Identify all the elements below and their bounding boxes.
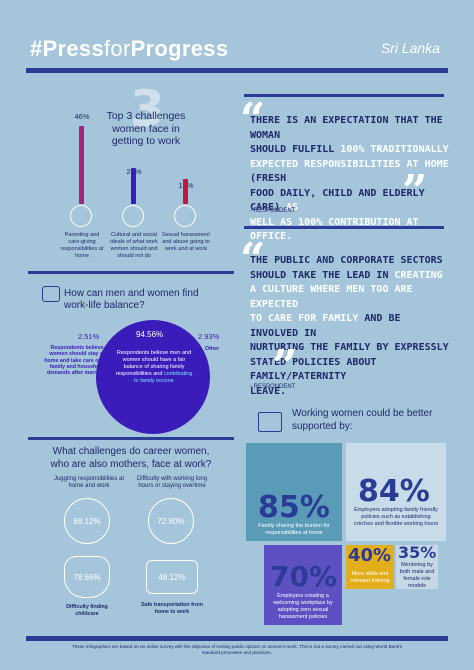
support-box-35: 35% Mentoring by both male and female ro…: [396, 545, 438, 589]
woman-icon: [122, 205, 144, 227]
challenges-big-number: 3: [130, 80, 165, 138]
quote2-line: stated policies about family/paternity: [250, 356, 450, 385]
support-box-70: 70% Employers creating a welcoming workp…: [264, 545, 342, 625]
support-85-text: Family sharing the burden for responsibi…: [258, 523, 330, 536]
stroller-icon: 78.66%: [64, 556, 110, 598]
quote2-segment: should take the lead in: [250, 269, 395, 281]
balance-circle: [96, 320, 210, 434]
quote1-line: There is an expectation that the woman: [250, 114, 450, 143]
quote2-line: nurturing the family by expressly: [250, 341, 450, 356]
quote2-line: to care for family and be involved in: [250, 312, 450, 341]
balance-left-pct: 2.51%: [78, 332, 100, 341]
close-quote-icon-2: ”: [272, 341, 298, 392]
juggling-icon: 89.12%: [64, 498, 110, 544]
quote1-segment: food daily, child and elderly care): [250, 187, 425, 214]
header-divider: [26, 68, 448, 73]
quote2-segment: to care for family: [250, 313, 359, 324]
quote1-segment: (fresh: [250, 173, 287, 184]
challenge-2-bar: [131, 168, 136, 204]
quote-1-attribution: - RESPONDENT: [250, 208, 296, 214]
footer-divider: [26, 636, 448, 641]
mothers-item-4-value: 48.12%: [158, 572, 186, 582]
challenge-2-label: Cultural and social ideals of what work …: [110, 232, 158, 259]
balance-question: How can men and women find work-life bal…: [64, 288, 199, 311]
quote1-segment: should fulfill: [250, 144, 341, 155]
challenge-1: 46%: [64, 112, 100, 121]
challenges-title: Top 3 challenges women face in getting t…: [106, 110, 186, 148]
support-40-pct: 40%: [348, 545, 392, 566]
quote-2-attribution: - RESPONDENT: [250, 384, 296, 390]
mothers-top-line: [28, 437, 234, 440]
balance-right-pct: 2.93%: [198, 332, 220, 341]
desk-icon: [258, 412, 282, 432]
challenge-3-bar: [183, 178, 188, 204]
balance-left-text: Respondents believe women should stay at…: [44, 345, 110, 377]
balance-center-text: Respondents believe men and women should…: [115, 350, 193, 384]
support-70-text: Employers creating a welcoming workplace…: [273, 593, 333, 620]
support-title: Working women could be better supported …: [292, 408, 433, 432]
quote2-line: leave.: [250, 385, 450, 400]
footer-note: These infographics are based on an onlin…: [71, 644, 403, 655]
support-35-pct: 35%: [398, 543, 437, 562]
quote2-segment: stated policies about family/paternity: [250, 356, 377, 383]
support-70-pct: 70%: [270, 560, 338, 593]
quote1-line: should fulfill 100% traditionally: [250, 143, 450, 158]
mothers-item-2-head: Difficulty with working long hours or st…: [136, 476, 208, 490]
quote1-segment: 100% traditionally: [340, 144, 449, 155]
balance-center-pct: 94.56%: [136, 330, 164, 339]
country-label: Sri Lanka: [380, 40, 440, 56]
quote1-segment: expected responsibilities at home: [250, 158, 449, 170]
quote2-segment: creating: [394, 269, 443, 281]
support-85-pct: 85%: [258, 490, 330, 525]
quote2-segment: The public and corporate sectors: [250, 255, 443, 266]
quote1-segment: There is an expectation that the woman: [250, 115, 443, 141]
support-box-40: 40% More skills and relevant training: [346, 545, 394, 589]
support-box-84: 84% Employers adopting family friendly p…: [346, 443, 446, 541]
close-quote-icon: ”: [402, 166, 428, 217]
quote1-segment: as: [280, 202, 299, 213]
quote1-line: expected responsibilities at home (fresh: [250, 158, 450, 187]
support-box-85: 85% Family sharing the burden for respon…: [246, 443, 342, 541]
mothers-question: What challenges do career women, who are…: [50, 446, 212, 470]
quote2-line: The public and corporate sectors: [250, 254, 450, 269]
support-35-text: Mentoring by both male and female role m…: [399, 562, 435, 589]
challenge-1-label: Parenting and care-giving responsibiliti…: [60, 232, 104, 259]
balance-right-text: Other: [205, 346, 220, 352]
mothers-item-3-foot: Difficulty finding childcare: [66, 604, 108, 617]
challenge-1-pct: 46%: [74, 112, 90, 121]
balance-top-line: [28, 271, 234, 274]
support-84-text: Employers adopting family friendly polic…: [353, 507, 439, 527]
quote-1-top-line: [244, 94, 444, 97]
quote2-line: a culture where men too are expected: [250, 283, 450, 312]
harassment-icon: [174, 205, 196, 227]
bus-icon: 48.12%: [146, 560, 198, 594]
page-title: #PressforProgress: [30, 36, 229, 61]
quote-1-bottom-line: [244, 226, 444, 229]
open-quote-icon: “: [240, 94, 266, 145]
mothers-item-3-value: 78.66%: [73, 572, 101, 582]
open-quote-icon-2: “: [240, 234, 266, 285]
support-84-pct: 84%: [358, 474, 430, 509]
quote-1-text: There is an expectation that the woman sh…: [250, 114, 450, 245]
quote-2-text: The public and corporate sectors should t…: [250, 254, 450, 399]
mothers-item-1-head: Juggling responsibilities at home and wo…: [53, 476, 125, 490]
support-40-text: More skills and relevant training: [350, 571, 390, 584]
quote1-line: food daily, child and elderly care) as: [250, 187, 450, 216]
quote2-segment: and be involved in: [250, 313, 401, 339]
quote1-segment: well as 100% contribution at office.: [250, 216, 419, 243]
quote1-line: well as 100% contribution at office.: [250, 216, 450, 245]
mothers-item-1-value: 89.12%: [73, 516, 101, 526]
quote2-line: should take the lead in creating: [250, 269, 450, 284]
quote2-segment: nurturing the family by expressly: [250, 342, 449, 353]
quote2-segment: a culture where men too are expected: [250, 284, 413, 310]
challenge-1-bar: [79, 125, 84, 204]
clock-icon: 72.80%: [148, 498, 194, 544]
quote2-segment: leave.: [250, 385, 287, 397]
mothers-item-4-foot: Safe transportation from home to work: [141, 602, 203, 615]
challenge-3-label: Sexual harassment and abuse going to wor…: [162, 232, 210, 252]
family-icon: [70, 205, 92, 227]
couple-icon: [42, 286, 60, 302]
mothers-item-2-value: 72.80%: [157, 516, 185, 526]
